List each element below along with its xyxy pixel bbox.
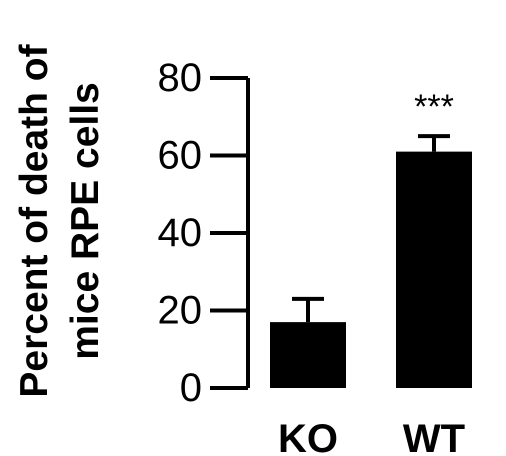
category-labels: KO *** WT xyxy=(278,88,465,456)
y-axis-title-line-2: mice RPE cells xyxy=(64,82,107,360)
y-tick-label: 40 xyxy=(158,211,203,255)
significance-label: *** xyxy=(414,88,454,126)
x-category-label: KO xyxy=(278,417,338,456)
y-axis: 0 20 40 60 80 xyxy=(158,56,250,410)
y-tick-label: 0 xyxy=(180,366,202,410)
x-category-label: WT xyxy=(403,417,465,456)
y-tick-label: 80 xyxy=(158,56,203,100)
bar xyxy=(270,322,346,388)
y-tick-label: 60 xyxy=(158,134,203,178)
bars xyxy=(270,134,472,388)
y-tick-label: 20 xyxy=(158,289,203,333)
y-axis-title: Percent of death of mice RPE cells xyxy=(13,43,107,397)
y-axis-title-line-1: Percent of death of xyxy=(13,43,56,397)
bar xyxy=(396,151,472,388)
